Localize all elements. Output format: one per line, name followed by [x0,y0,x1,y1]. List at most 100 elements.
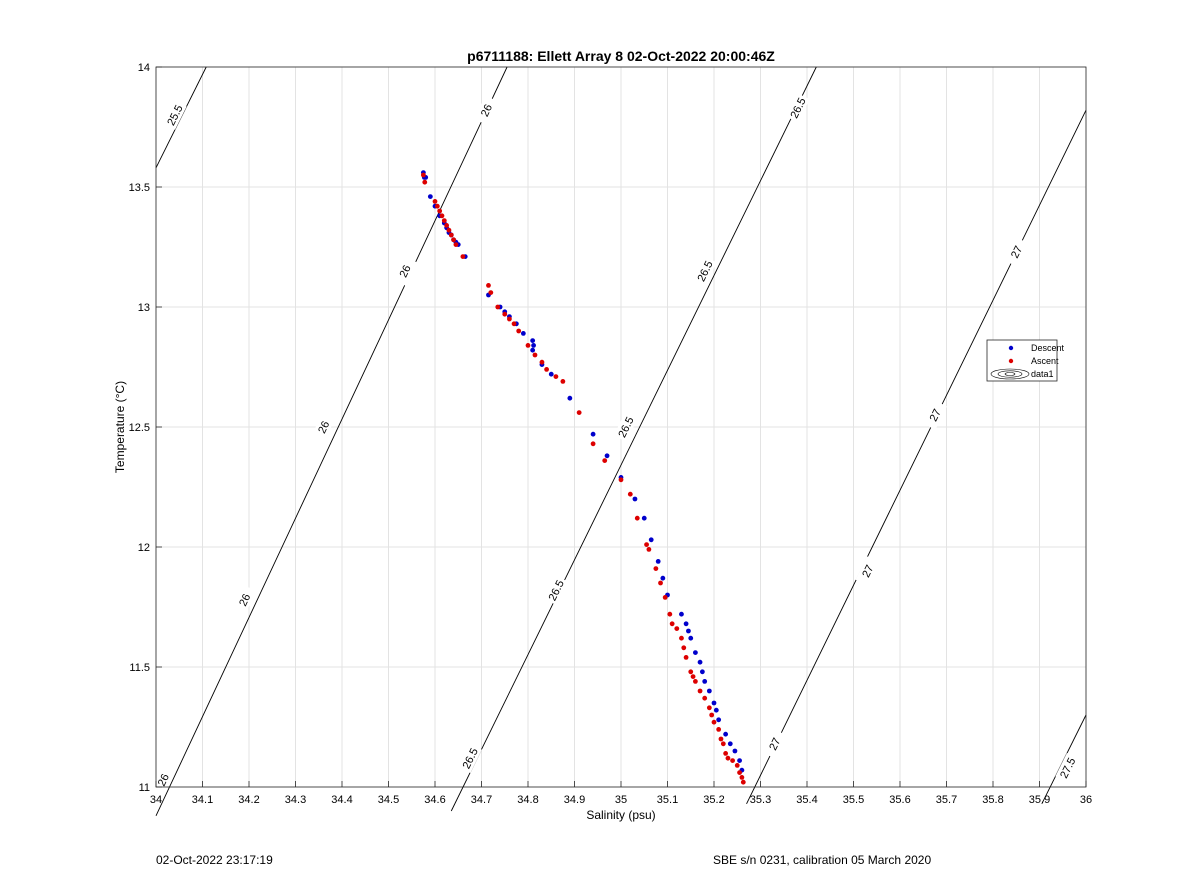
ascent-point [576,410,582,415]
descent-point [427,194,433,200]
legend-label-ascent: Ascent [1031,356,1059,366]
ascent-point [634,515,640,521]
x-tick-label: 34.3 [285,794,306,806]
x-tick-label: 34.9 [564,794,585,806]
ascent-point [669,621,675,627]
descent-point [713,707,719,713]
descent-point [688,635,694,641]
ascent-point [644,542,649,547]
x-axis-label: Salinity (psu) [586,808,655,822]
descent-point [697,659,703,665]
ascent-point [740,779,746,785]
contour-label-bg [1055,753,1080,783]
ascent-point [441,218,447,224]
contour-label-bg [232,585,257,615]
ascent-point [448,232,454,238]
ascent-point [453,242,459,248]
ascent-point [679,635,684,641]
legend: Descent Ascent data1 [986,339,1065,382]
data-points [420,170,746,785]
contour-label-bg [392,256,417,286]
contour-label-bg [785,93,810,123]
x-tick-label: 35.4 [796,794,817,806]
ascent-point [602,458,608,463]
x-tick-label: 34.6 [424,794,445,806]
descent-point [679,611,684,617]
ascent-point [646,547,652,552]
x-tick-label: 35 [615,794,627,806]
descent-point [737,758,742,763]
footer-timestamp: 02-Oct-2022 23:17:19 [156,853,273,867]
ascent-point [488,290,494,295]
contour-label: 26 [398,263,414,279]
y-tick-label: 12 [138,542,150,554]
ascent-point [702,695,708,701]
ascent-point [711,719,717,725]
descent-point [655,559,661,564]
contour-label: 27 [928,407,944,423]
contour-label: 26 [237,592,253,608]
x-tick-label: 36 [1080,794,1092,806]
descent-point [706,688,712,694]
ascent-point [716,727,722,732]
descent-point [702,679,708,684]
x-tick-label: 35.1 [657,794,678,806]
x-tick-label: 35.2 [703,794,724,806]
contour-label: 26 [316,419,332,435]
descent-point [660,575,666,581]
contour-label-bg [457,743,482,773]
ascent-point [739,775,745,780]
ascent-point [720,741,726,747]
x-tick-label: 35.8 [982,794,1003,806]
ascent-point [451,237,456,243]
ascent-point [697,688,703,694]
y-tick-label: 11.5 [129,662,150,674]
chart-title: p6711188: Ellett Array 8 02-Oct-2022 20:… [467,48,775,64]
density-contours: 25.5262626262626.526.526.526.526.5272727… [151,66,1087,816]
contour-label-bg [855,556,880,586]
x-tick-label: 34.7 [471,794,492,806]
contour-label-bg [1004,237,1029,267]
ascent-point [434,203,440,209]
contour-label-bg [922,400,947,430]
descent-point [699,669,705,675]
ascent-point [495,304,501,310]
ascent-point [681,645,687,651]
ascent-point [734,763,740,768]
descent-point [548,371,554,377]
ascent-point [658,580,663,586]
y-tick-label: 14 [138,62,150,74]
descent-point [590,431,596,437]
descent-point [711,700,717,706]
y-tick-label: 13.5 [129,182,150,194]
ascent-point [432,199,438,204]
x-tick-label: 34.4 [331,794,352,806]
ascent-point [688,669,694,675]
x-tick-label: 35.9 [1029,794,1050,806]
contour-label-bg [762,729,787,759]
ascent-point [532,352,538,358]
contour-label: 26 [156,772,172,788]
contour-label-bg [543,575,568,605]
ascent-point [437,208,443,214]
ascent-point [420,172,426,178]
ascent-point [511,321,517,327]
contour-label-bg [613,412,638,442]
ascent-point [709,712,715,718]
ascent-point [507,316,512,322]
descent-point [716,717,722,723]
ascent-point [444,223,450,228]
legend-marker-descent [1008,345,1014,351]
legend-label-data1: data1 [1031,369,1054,379]
descent-point [683,621,689,627]
ascent-point [439,213,445,219]
ascent-point [627,491,633,497]
ascent-point [446,227,452,233]
ascent-point [590,441,596,447]
x-tick-label: 35.7 [936,794,957,806]
ascent-point [502,311,508,317]
contour-legend-icon [990,368,1030,380]
ascent-point [553,374,559,379]
ascent-point [730,758,735,763]
